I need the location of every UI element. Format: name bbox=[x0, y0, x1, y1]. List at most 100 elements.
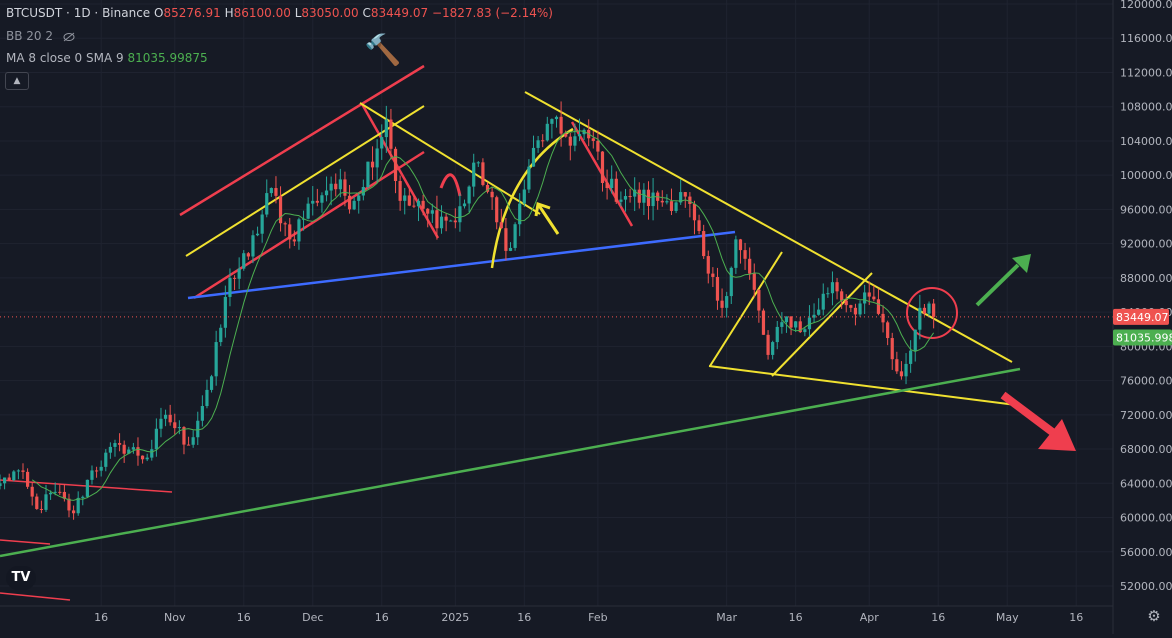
candle-body bbox=[628, 196, 632, 198]
trendline-red-channel-upper[interactable] bbox=[179, 64, 425, 217]
candle-body bbox=[775, 326, 779, 343]
candle-body bbox=[288, 224, 292, 240]
arc-red-small[interactable] bbox=[439, 173, 462, 197]
trendline-yellow-mini-1[interactable] bbox=[709, 251, 783, 367]
candle-body bbox=[462, 203, 467, 207]
legend-ma[interactable]: MA 8 close 0 SMA 9 81035.99875 bbox=[6, 51, 208, 65]
candle-body bbox=[71, 510, 76, 514]
time-tick-label: 16 bbox=[94, 611, 108, 624]
candle-body bbox=[472, 162, 476, 187]
time-tick-label: Mar bbox=[716, 611, 737, 624]
candle-body bbox=[568, 136, 572, 146]
candle-body bbox=[168, 414, 172, 423]
candles bbox=[0, 101, 936, 520]
candle-body bbox=[743, 250, 747, 259]
candle-body bbox=[706, 256, 710, 274]
symbol-name[interactable]: BTCUSDT bbox=[6, 6, 63, 20]
time-tick-label: Nov bbox=[164, 611, 186, 624]
candle-body bbox=[113, 443, 117, 447]
candle-body bbox=[481, 162, 485, 185]
candle-body bbox=[182, 427, 186, 445]
arrow-yellow-shaft[interactable] bbox=[536, 203, 560, 235]
candle-body bbox=[269, 188, 273, 194]
open-value: 85276.91 bbox=[163, 6, 221, 20]
candle-body bbox=[890, 338, 894, 360]
candle-body bbox=[297, 219, 301, 242]
low-label: L bbox=[294, 6, 302, 20]
drawing-layer[interactable] bbox=[0, 64, 1076, 601]
candle-body bbox=[384, 119, 388, 138]
candle-body bbox=[242, 253, 246, 269]
ma-line bbox=[31, 130, 935, 501]
candle-body bbox=[163, 414, 168, 419]
trendline-red-drop-1[interactable] bbox=[360, 103, 440, 239]
time-tick-label: Dec bbox=[302, 611, 323, 624]
candle-body bbox=[702, 231, 706, 257]
candle-body bbox=[30, 486, 34, 497]
highlight-circle[interactable] bbox=[906, 287, 958, 339]
arrow-green-shaft[interactable] bbox=[975, 263, 1020, 307]
candle-body bbox=[21, 470, 25, 472]
interval[interactable]: 1D bbox=[73, 6, 91, 20]
candle-body bbox=[366, 161, 370, 188]
candle-body bbox=[559, 116, 563, 134]
candle-body bbox=[196, 420, 200, 438]
candle-body bbox=[803, 329, 807, 333]
candle-body bbox=[48, 492, 53, 495]
trendline-green-support[interactable] bbox=[0, 367, 1021, 558]
candle-body bbox=[651, 192, 655, 207]
trendline-red-left-3[interactable] bbox=[0, 592, 71, 601]
arrow-red-shaft[interactable] bbox=[1000, 391, 1058, 438]
candle-body bbox=[12, 471, 16, 481]
candle-body bbox=[338, 179, 342, 190]
candle-body bbox=[899, 371, 904, 377]
candle-body bbox=[738, 239, 743, 251]
candle-body bbox=[692, 203, 697, 221]
candle-body bbox=[2, 477, 7, 484]
candle-body bbox=[531, 147, 536, 167]
candle-body bbox=[665, 201, 669, 203]
trendline-yellow-upper[interactable] bbox=[185, 105, 425, 257]
candle-body bbox=[757, 289, 761, 311]
legend-bb[interactable]: BB 20 2 bbox=[6, 29, 75, 43]
candle-body bbox=[853, 307, 858, 315]
candle-body bbox=[260, 214, 264, 234]
candle-body bbox=[780, 322, 784, 327]
candle-body bbox=[283, 223, 287, 225]
arc-yellow[interactable] bbox=[490, 127, 574, 269]
candle-body bbox=[600, 151, 605, 183]
candle-body bbox=[278, 195, 283, 224]
ma-value: 81035.99875 bbox=[127, 51, 208, 65]
price-tick-label: 52000.00 bbox=[1120, 580, 1172, 593]
price-tick-label: 96000.00 bbox=[1120, 203, 1172, 216]
candle-body bbox=[881, 313, 885, 323]
price-tick-label: 76000.00 bbox=[1120, 375, 1172, 388]
gear-icon[interactable]: ⚙ bbox=[1147, 607, 1161, 625]
candle-body bbox=[840, 291, 844, 301]
price-tick-label: 60000.00 bbox=[1120, 512, 1172, 525]
trendline-yellow-descending-resistance[interactable] bbox=[524, 91, 1013, 363]
time-axis[interactable]: 16 Nov 16 Dec 16 2025 16 Feb Mar 16 Apr 16 May 16 bbox=[0, 605, 1113, 624]
trendline-red-channel-lower[interactable] bbox=[193, 150, 425, 300]
tradingview-logo[interactable]: TV bbox=[6, 566, 36, 590]
last-price-badge bbox=[1113, 308, 1169, 325]
trendline-yellow-mini-2[interactable] bbox=[771, 272, 873, 377]
trendline-yellow-descending-support[interactable] bbox=[708, 365, 1017, 406]
candle-body bbox=[251, 235, 255, 257]
arrow-red-head[interactable] bbox=[1038, 419, 1076, 451]
arrow-yellow-head[interactable] bbox=[534, 202, 551, 217]
candle-body bbox=[499, 222, 503, 229]
candle-body bbox=[76, 497, 80, 514]
candle-body bbox=[58, 491, 62, 493]
eye-off-icon[interactable] bbox=[63, 32, 75, 42]
candle-body bbox=[513, 224, 517, 248]
chevron-up-icon[interactable]: ▲ bbox=[5, 72, 29, 90]
candle-body bbox=[94, 470, 99, 472]
price-tick-label: 100000.00 bbox=[1120, 169, 1172, 182]
arrow-green-head[interactable] bbox=[1012, 254, 1031, 273]
trendline-blue-support[interactable] bbox=[187, 230, 736, 300]
time-tick-label: 16 bbox=[517, 611, 531, 624]
trendline-red-left-2[interactable] bbox=[0, 539, 51, 545]
